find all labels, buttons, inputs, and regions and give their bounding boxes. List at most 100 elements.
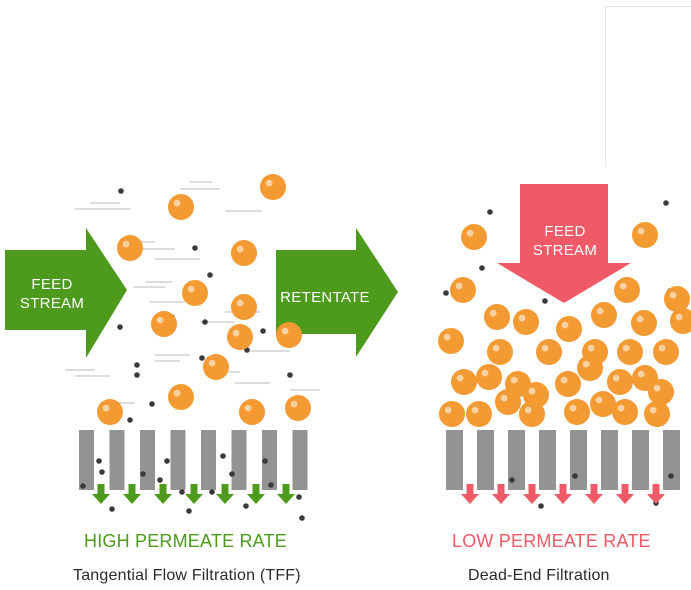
large-particle xyxy=(239,399,265,425)
membrane-bar xyxy=(231,430,247,490)
particle-highlight xyxy=(528,387,536,395)
particle-highlight xyxy=(236,245,244,253)
particle-highlight xyxy=(541,344,549,352)
membrane-bar xyxy=(601,430,618,490)
large-particle xyxy=(513,309,539,335)
tff-retentate-label: RETENTATE xyxy=(280,289,370,306)
small-particle xyxy=(192,245,198,251)
small-particle xyxy=(157,477,163,483)
red-permeate-arrow xyxy=(647,484,665,504)
membrane-bar xyxy=(446,430,463,490)
green-permeate-arrow xyxy=(247,484,265,504)
large-particle xyxy=(664,286,690,312)
particle-highlight xyxy=(489,309,497,317)
large-particle xyxy=(648,379,674,405)
flow-arrows xyxy=(5,184,631,358)
dead-end-permeate-rate-label: LOW PERMEATE RATE xyxy=(452,531,651,551)
particle-highlight xyxy=(500,394,508,402)
small-particle xyxy=(260,328,266,334)
small-particle xyxy=(140,471,146,477)
small-particle xyxy=(117,324,123,330)
particle-highlight xyxy=(173,389,181,397)
permeate-arrows xyxy=(92,484,665,504)
particle-highlight xyxy=(587,344,595,352)
particle-highlight xyxy=(456,374,464,382)
particle-highlight xyxy=(637,227,645,235)
red-permeate-arrow xyxy=(616,484,634,504)
large-particle xyxy=(168,384,194,410)
particle-highlight xyxy=(510,376,518,384)
large-particle xyxy=(97,399,123,425)
large-particle xyxy=(227,324,253,350)
small-particle xyxy=(668,473,674,479)
particle-highlight xyxy=(187,285,195,293)
particle-highlight xyxy=(281,327,289,335)
small-particle xyxy=(109,506,115,512)
red-permeate-arrow xyxy=(523,484,541,504)
green-permeate-arrow xyxy=(123,484,141,504)
small-particle xyxy=(99,469,105,475)
large-particle xyxy=(117,235,143,261)
large-particle xyxy=(231,294,257,320)
large-particle xyxy=(285,395,311,421)
particle-highlight xyxy=(582,360,590,368)
green-permeate-arrow xyxy=(277,484,295,504)
small-particle xyxy=(487,209,493,215)
particle-highlight xyxy=(612,374,620,382)
large-particle xyxy=(591,302,617,328)
particle-highlight xyxy=(636,315,644,323)
particle-highlight xyxy=(622,344,630,352)
particle-highlight xyxy=(471,406,479,414)
large-particle xyxy=(519,401,545,427)
particle-highlight xyxy=(443,333,451,341)
membrane-bar xyxy=(663,430,680,490)
large-particle xyxy=(260,174,286,200)
small-particle xyxy=(202,319,208,325)
small-particle xyxy=(149,401,155,407)
membrane-bar xyxy=(140,430,155,490)
red-permeate-arrow xyxy=(554,484,572,504)
large-particle xyxy=(612,399,638,425)
membrane-bar xyxy=(79,430,94,490)
tff-feed-arrow xyxy=(5,228,127,358)
red-permeate-arrow xyxy=(585,484,603,504)
large-particle xyxy=(632,222,658,248)
small-particle xyxy=(262,458,268,464)
large-particle xyxy=(577,355,603,381)
large-particle xyxy=(484,304,510,330)
particle-highlight xyxy=(102,404,110,412)
tff-retentate-arrow xyxy=(276,228,398,357)
membrane-bar xyxy=(109,430,125,490)
large-particle xyxy=(495,389,521,415)
large-particle xyxy=(476,364,502,390)
large-particle xyxy=(617,339,643,365)
large-particles xyxy=(97,174,691,427)
large-particle xyxy=(536,339,562,365)
small-particle xyxy=(207,272,213,278)
tff-caption: Tangential Flow Filtration (TFF) xyxy=(73,567,301,584)
particle-highlight xyxy=(653,384,661,392)
large-particle xyxy=(653,339,679,365)
small-particle xyxy=(164,458,170,464)
particle-highlight xyxy=(466,229,474,237)
small-particle xyxy=(443,290,449,296)
large-particle xyxy=(231,240,257,266)
large-particle xyxy=(487,339,513,365)
particle-highlight xyxy=(560,376,568,384)
particle-highlight xyxy=(455,282,463,290)
particle-highlight xyxy=(208,359,216,367)
particle-highlight xyxy=(244,404,252,412)
small-particle xyxy=(96,458,102,464)
large-particle xyxy=(590,391,616,417)
membrane-bar xyxy=(539,430,556,490)
red-permeate-arrow xyxy=(492,484,510,504)
large-particle xyxy=(450,277,476,303)
small-particle xyxy=(118,188,124,194)
background-frame-line xyxy=(605,6,691,166)
large-particle xyxy=(631,310,657,336)
small-particle xyxy=(229,471,235,477)
small-particle xyxy=(268,482,274,488)
particle-highlight xyxy=(232,329,240,337)
